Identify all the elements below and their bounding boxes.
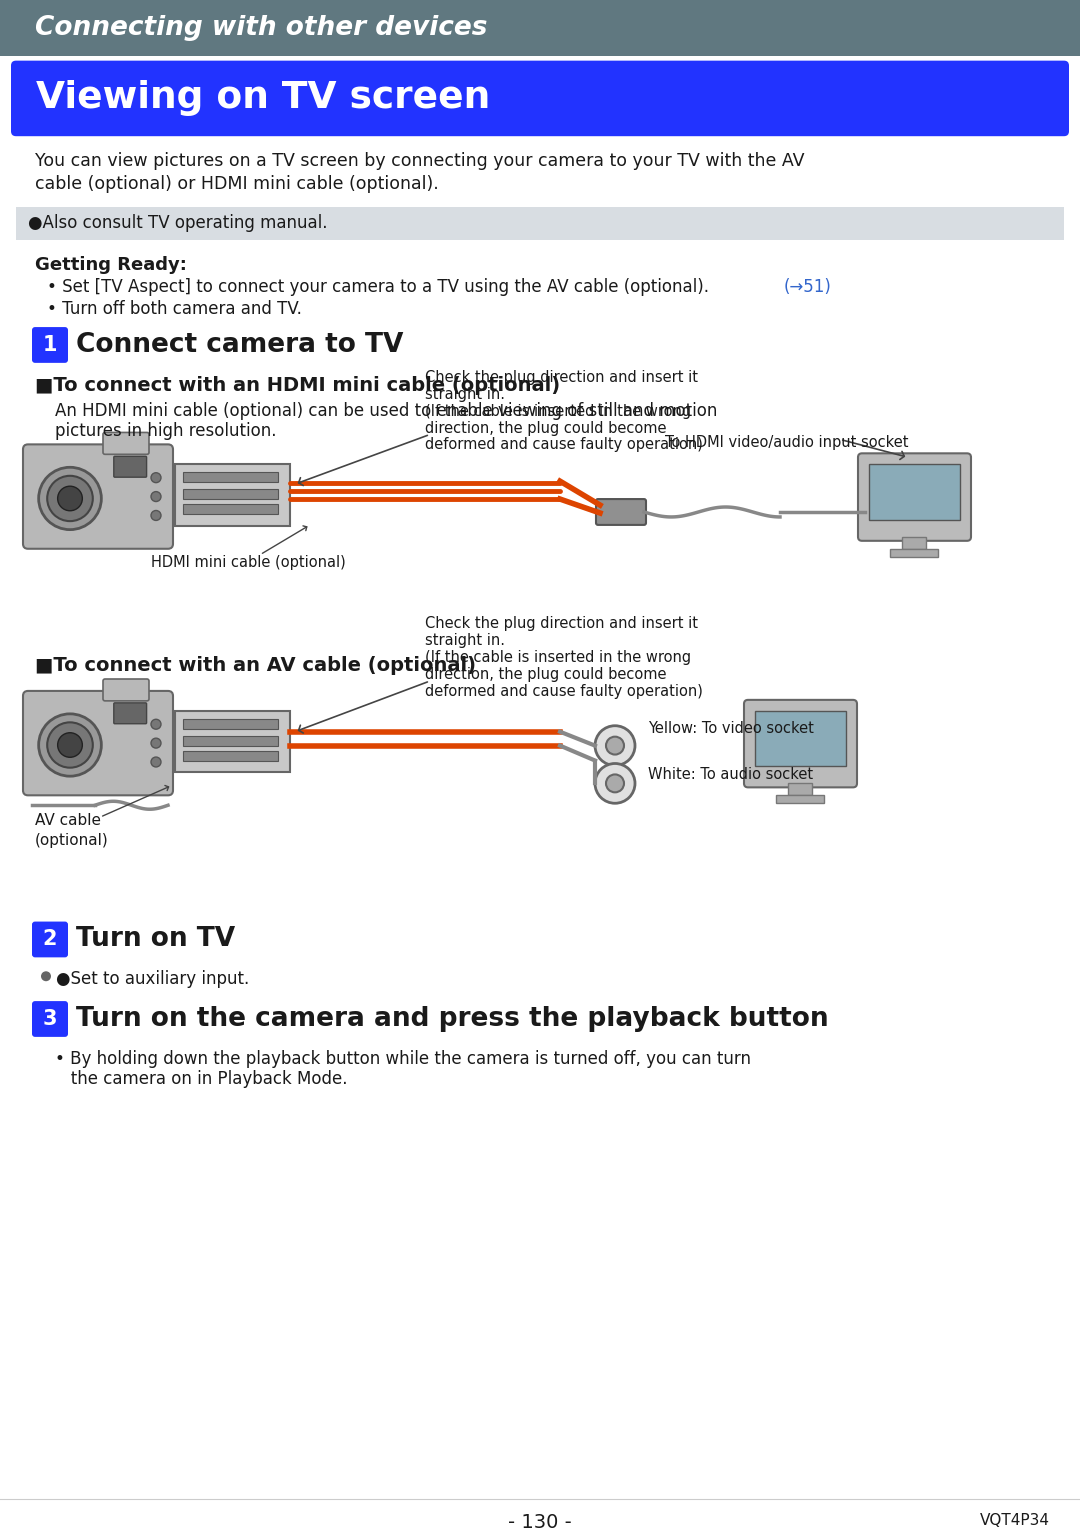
FancyBboxPatch shape [183,490,278,499]
Circle shape [57,487,82,511]
Text: pictures in high resolution.: pictures in high resolution. [55,422,276,439]
Circle shape [39,467,102,530]
Text: ■To connect with an AV cable (optional): ■To connect with an AV cable (optional) [35,655,476,675]
Text: You can view pictures on a TV screen by connecting your camera to your TV with t: You can view pictures on a TV screen by … [35,152,805,170]
Circle shape [151,511,161,520]
FancyBboxPatch shape [175,464,291,527]
Text: - 130 -: - 130 - [508,1514,572,1532]
Text: • Set [TV Aspect] to connect your camera to a TV using the AV cable (optional).: • Set [TV Aspect] to connect your camera… [48,278,714,296]
Text: Yellow: To video socket: Yellow: To video socket [648,721,814,735]
Text: White: To audio socket: White: To audio socket [648,768,813,783]
FancyBboxPatch shape [755,711,846,766]
FancyBboxPatch shape [23,691,173,795]
FancyBboxPatch shape [744,700,858,787]
FancyBboxPatch shape [113,703,147,723]
Text: 2: 2 [43,930,57,950]
Text: cable (optional) or HDMI mini cable (optional).: cable (optional) or HDMI mini cable (opt… [35,175,438,193]
Text: (If the cable is inserted in the wrong: (If the cable is inserted in the wrong [426,651,691,665]
Circle shape [41,972,51,981]
Text: • Turn off both camera and TV.: • Turn off both camera and TV. [48,301,302,318]
Circle shape [151,473,161,482]
Text: ●Set to auxiliary input.: ●Set to auxiliary input. [56,970,249,989]
FancyBboxPatch shape [16,207,1064,239]
FancyBboxPatch shape [890,550,939,557]
Text: Getting Ready:: Getting Ready: [35,256,187,275]
FancyBboxPatch shape [183,718,278,729]
Text: HDMI mini cable (optional): HDMI mini cable (optional) [150,554,346,569]
Text: Viewing on TV screen: Viewing on TV screen [36,80,490,117]
Text: Connecting with other devices: Connecting with other devices [35,15,487,41]
Text: 1: 1 [43,335,57,355]
Text: direction, the plug could become: direction, the plug could become [426,668,666,682]
Text: (→51): (→51) [784,278,832,296]
Text: deformed and cause faulty operation): deformed and cause faulty operation) [426,685,703,698]
FancyBboxPatch shape [11,61,1069,137]
FancyBboxPatch shape [175,711,291,772]
Text: Check the plug direction and insert it: Check the plug direction and insert it [426,370,698,385]
FancyBboxPatch shape [103,433,149,454]
Text: 3: 3 [43,1008,57,1028]
Circle shape [151,491,161,502]
Circle shape [151,738,161,748]
FancyBboxPatch shape [858,453,971,540]
Text: Turn on TV: Turn on TV [76,927,235,952]
Circle shape [606,737,624,755]
Text: Check the plug direction and insert it: Check the plug direction and insert it [426,617,698,631]
FancyBboxPatch shape [0,0,1080,55]
Text: To HDMI video/audio input socket: To HDMI video/audio input socket [665,436,908,450]
Circle shape [48,476,93,520]
Text: straight in.: straight in. [426,387,505,402]
Text: • By holding down the playback button while the camera is turned off, you can tu: • By holding down the playback button wh… [55,1050,751,1068]
Text: ■To connect with an HDMI mini cable (optional): ■To connect with an HDMI mini cable (opt… [35,376,561,394]
Text: the camera on in Playback Mode.: the camera on in Playback Mode. [55,1070,348,1088]
Text: (If the cable is inserted in the wrong: (If the cable is inserted in the wrong [426,404,691,419]
FancyBboxPatch shape [869,464,960,520]
FancyBboxPatch shape [32,921,68,958]
Circle shape [57,732,82,757]
FancyBboxPatch shape [113,456,147,477]
Text: (optional): (optional) [35,834,109,849]
Circle shape [151,720,161,729]
Circle shape [151,757,161,768]
Text: deformed and cause faulty operation): deformed and cause faulty operation) [426,437,703,453]
FancyBboxPatch shape [103,678,149,701]
Text: ●Also consult TV operating manual.: ●Also consult TV operating manual. [28,213,327,232]
Text: VQT4P34: VQT4P34 [980,1514,1050,1527]
Circle shape [606,775,624,792]
Circle shape [595,726,635,766]
Circle shape [48,723,93,768]
FancyBboxPatch shape [32,327,68,362]
FancyBboxPatch shape [183,735,278,746]
Text: straight in.: straight in. [426,634,505,648]
FancyBboxPatch shape [902,537,926,550]
Text: Turn on the camera and press the playback button: Turn on the camera and press the playbac… [76,1005,828,1032]
Circle shape [595,763,635,803]
FancyBboxPatch shape [23,444,173,550]
Text: direction, the plug could become: direction, the plug could become [426,421,666,436]
FancyBboxPatch shape [183,473,278,482]
FancyBboxPatch shape [777,795,824,803]
FancyBboxPatch shape [183,503,278,514]
FancyBboxPatch shape [596,499,646,525]
Circle shape [39,714,102,777]
Text: An HDMI mini cable (optional) can be used to enable viewing of still and motion: An HDMI mini cable (optional) can be use… [55,402,717,419]
Text: Connect camera to TV: Connect camera to TV [76,332,403,358]
FancyBboxPatch shape [183,751,278,760]
Text: AV cable: AV cable [35,814,102,829]
FancyBboxPatch shape [788,783,812,795]
FancyBboxPatch shape [32,1001,68,1036]
